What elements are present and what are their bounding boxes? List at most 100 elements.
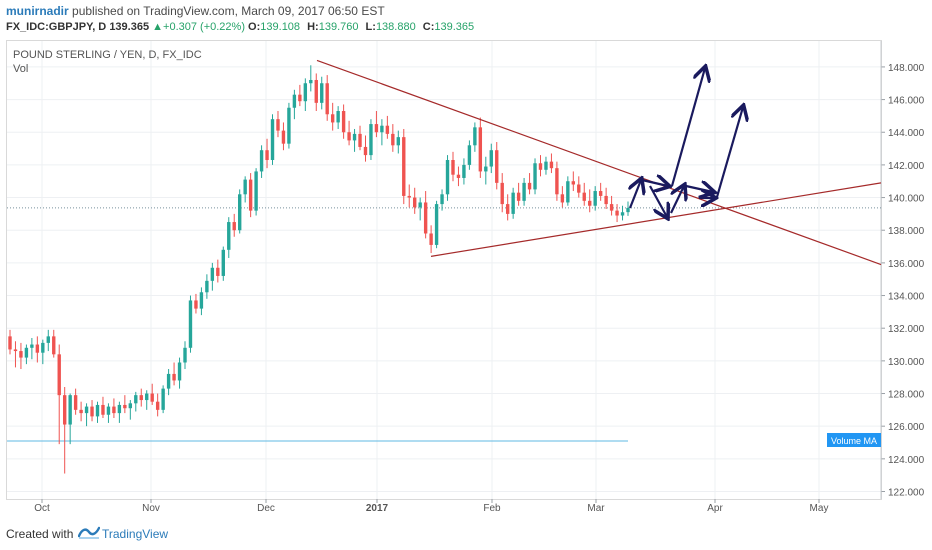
candle-body	[90, 406, 94, 417]
candle-body	[123, 404, 127, 409]
y-tick-label: 128.000	[888, 390, 925, 401]
publish-info: munirnadir published on TradingView.com,…	[6, 4, 385, 18]
candle-body	[588, 200, 592, 206]
published-text: published on TradingView.com, March 09, …	[72, 4, 385, 18]
candle-body	[292, 94, 297, 108]
candle-body	[73, 395, 78, 410]
candle-body	[166, 373, 171, 389]
candle-body	[298, 94, 302, 102]
candle-body	[533, 163, 537, 190]
last-price: 139.365	[109, 21, 150, 33]
candle-body	[544, 161, 548, 170]
candle-body	[194, 300, 198, 309]
x-tick-label: Dec	[257, 503, 275, 514]
projection-arrow	[641, 180, 668, 186]
volume-ma-label: Volume MA	[831, 436, 877, 446]
candle-body	[462, 164, 466, 178]
candle-body	[254, 171, 258, 211]
candle-body	[445, 160, 450, 195]
candle-body	[434, 204, 439, 245]
candle-body	[385, 125, 390, 134]
candle-body	[336, 111, 340, 123]
created-with-text: Created with	[6, 527, 74, 541]
candle-body	[380, 125, 384, 133]
tradingview-brand-link[interactable]: TradingView	[102, 527, 169, 541]
candle-body	[35, 344, 40, 353]
candle-body	[566, 181, 570, 203]
candle-body	[511, 192, 515, 214]
projection-arrow	[649, 185, 667, 217]
y-tick-label: 132.000	[888, 324, 925, 335]
candle-body	[243, 179, 247, 195]
candle-body	[363, 146, 368, 156]
candle-body	[287, 107, 291, 144]
candle-body	[19, 351, 23, 358]
y-tick-label: 124.000	[888, 455, 925, 466]
x-tick-label: Oct	[34, 503, 50, 514]
candle-body	[604, 195, 608, 205]
candle-body	[155, 401, 160, 410]
candle-body	[538, 163, 543, 170]
chart-title: POUND STERLING / YEN, D, FX_IDC	[13, 49, 202, 61]
quote-line: FX_IDC:GBPJPY, D 139.365 ▲+0.307 (+0.22%…	[6, 21, 478, 33]
candle-body	[522, 182, 526, 201]
x-tick-label: May	[810, 503, 829, 514]
candle-body	[500, 182, 504, 205]
candle-body	[232, 222, 236, 231]
candle-body	[79, 409, 83, 414]
projection-arrow	[670, 186, 684, 214]
price-chart[interactable]: 122.000 124.000 126.000 128.000 130.000 132.0…	[0, 0, 932, 514]
y-tick-label: 146.000	[888, 96, 925, 107]
candle-body	[396, 137, 400, 146]
candle-body	[210, 267, 215, 281]
candle-body	[560, 194, 565, 203]
candle-body	[13, 349, 18, 352]
candle-body	[128, 403, 133, 409]
footer: Created with TradingView	[0, 514, 932, 550]
candle-body	[473, 127, 477, 146]
y-tick-label: 142.000	[888, 161, 925, 172]
candle-body	[369, 124, 373, 156]
y-tick-label: 148.000	[888, 63, 925, 74]
candle-body	[84, 406, 89, 414]
candle-body	[330, 114, 335, 123]
y-tick-label: 122.000	[888, 488, 925, 499]
candle-body	[238, 194, 242, 231]
candle-body	[451, 160, 455, 175]
candle-body	[626, 207, 630, 213]
candle-body	[593, 191, 597, 206]
candle-body	[101, 404, 105, 415]
candle-body	[615, 210, 619, 216]
candle-body	[265, 150, 269, 161]
candle-body	[205, 280, 209, 293]
candle-body	[440, 194, 444, 205]
candle-body	[467, 145, 472, 165]
author-link[interactable]: munirnadir	[6, 4, 69, 18]
candle-body	[259, 150, 264, 172]
y-tick-label: 138.000	[888, 226, 925, 237]
tradingview-logo-icon[interactable]	[77, 525, 101, 544]
candle-body	[30, 344, 34, 348]
upper-trendline	[316, 59, 882, 266]
candle-body	[276, 119, 280, 131]
candle-body	[571, 181, 576, 185]
projection-arrow	[630, 180, 641, 209]
candle-body	[95, 404, 100, 417]
high-value: 139.760	[318, 21, 359, 33]
candle-body	[309, 79, 313, 84]
candle-body	[402, 137, 406, 196]
candle-body	[423, 202, 428, 234]
x-tick-label: Apr	[707, 503, 723, 514]
candle-body	[341, 111, 346, 133]
candle-body	[172, 373, 176, 381]
open-value: 139.108	[260, 21, 301, 33]
y-tick-label: 126.000	[888, 422, 925, 433]
candle-body	[555, 168, 559, 195]
candle-body	[347, 132, 351, 141]
close-label: C:	[422, 21, 435, 33]
volume-ma-badge	[827, 433, 881, 447]
y-tick-label: 140.000	[888, 194, 925, 205]
candle-body	[24, 347, 29, 358]
candle-body	[620, 212, 625, 216]
x-tick-label: Nov	[142, 503, 160, 514]
